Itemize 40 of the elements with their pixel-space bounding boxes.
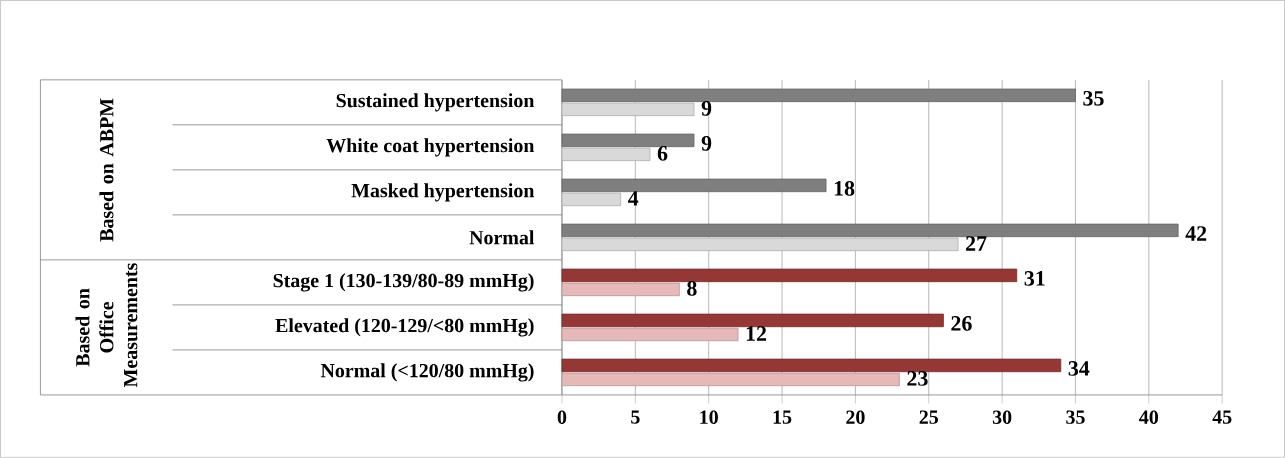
bar	[561, 372, 900, 387]
x-tick-label: 45	[1212, 410, 1232, 424]
data-label: 8	[687, 281, 697, 296]
y-tick-label: Stage 1 (130-139/80-89 mmHg)	[273, 273, 534, 292]
data-label: 31	[1024, 271, 1045, 286]
x-tick-label: 15	[773, 410, 792, 424]
bar	[561, 268, 1018, 283]
bar	[561, 192, 622, 207]
y-tick-label: Masked hypertension	[351, 183, 535, 202]
data-label: 6	[657, 146, 668, 161]
text: Based on Office Measurements	[75, 263, 138, 388]
x-tick-label: 30	[992, 410, 1012, 425]
y-tick-label: Sustained hypertension	[336, 93, 535, 112]
y-tick-label: Normal (<120/80 mmHg)	[320, 363, 534, 382]
bar	[561, 282, 680, 297]
y-tick-label: Elevated (120-129/<80 mmHg)	[275, 318, 534, 337]
data-label: 9	[701, 101, 712, 116]
data-label: 23	[907, 371, 928, 386]
x-tick-label: 40	[1139, 410, 1159, 425]
x-tick-label: 35	[1066, 410, 1085, 424]
data-label: 9	[701, 136, 712, 151]
data-label: 18	[834, 181, 855, 196]
data-label: 4	[628, 191, 639, 206]
data-label: 42	[1185, 226, 1207, 241]
data-label: 26	[951, 316, 972, 331]
y-tick-label: White coat hypertension	[326, 138, 535, 157]
x-tick-label: 5	[631, 410, 640, 424]
data-label: 27	[966, 236, 987, 251]
y-tick-label: Normal	[469, 230, 535, 245]
bar	[561, 358, 1062, 373]
data-label: 12	[746, 326, 767, 341]
x-tick-label: 10	[700, 410, 718, 425]
x-tick-label: 20	[846, 410, 865, 425]
x-tick-label: 0	[557, 410, 567, 425]
bar	[561, 313, 944, 328]
x-tick-label: 25	[919, 410, 939, 424]
data-label: 34	[1068, 361, 1090, 376]
bar	[561, 327, 739, 342]
text: Based on ABPM	[99, 98, 114, 242]
data-label: 35	[1083, 91, 1104, 106]
